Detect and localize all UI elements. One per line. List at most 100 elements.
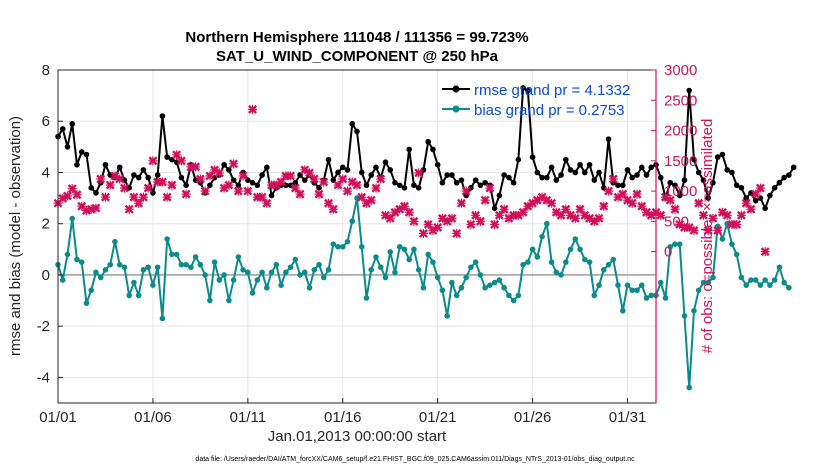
bias-point [558,272,564,278]
rmse-point [738,185,745,191]
chart-title-line2: SAT_U_WIND_COMPONENT @ 250 hPa [216,48,499,65]
rmse-point [710,179,716,186]
obs-marker [694,198,704,208]
rmse-point [69,120,76,127]
bias-point [211,259,218,265]
rmse-point [525,87,531,94]
obs-marker [418,228,428,238]
bias-point [406,256,413,263]
bias-point [116,261,123,268]
obs-marker [570,213,580,223]
data-file-footnote: data file: /Users/raeder/DAI/ATM_forcXX/… [195,456,635,463]
rmse-point [672,182,678,189]
obs-marker [352,180,362,190]
obs-marker [642,207,652,217]
obs-marker [433,222,443,232]
rmse-point [178,174,185,181]
bias-point [401,246,408,253]
bias-point [339,243,346,250]
bias-point [415,267,422,273]
rmse-point [116,164,123,171]
obs-marker [124,204,134,214]
bias-point [197,261,204,268]
rmse-point [301,177,308,183]
rmse-point [420,167,427,173]
rmse-point [596,169,602,176]
y-left-tick-label: 4 [42,164,50,181]
obs-marker [176,156,186,166]
rmse-point [767,192,773,199]
bias-point [420,284,427,291]
bias-point [240,267,246,273]
bias-point [629,287,636,294]
bias-point [757,282,764,288]
rmse-point [140,167,147,173]
y-right-ticks: 0 500 1000 1500 2000 2500 3000 [651,62,697,403]
bias-point [567,246,574,253]
bias-point [596,282,602,288]
bias-point [154,264,161,271]
rmse-point [781,174,787,181]
rmse-point [135,174,142,181]
bias-point [672,241,678,247]
rmse-point [382,159,389,166]
x-axis-label: Jan.01,2013 00:00:00 start [268,428,447,445]
rmse-point [154,172,161,178]
rmse-point [444,172,450,178]
bias-point [477,272,484,278]
bias-point [648,292,655,299]
bias-point [306,284,313,291]
y-right-tick-label: 500 [664,213,689,230]
bias-point [59,277,66,283]
bias-point [458,284,465,291]
rmse-point [93,190,99,196]
rmse-point [705,195,712,201]
bias-point [74,256,80,263]
rmse-point [719,151,726,158]
rmse-point [700,177,707,183]
rmse-point [373,164,379,171]
bias-point [667,243,674,250]
rmse-point [411,182,417,189]
bias-point [463,274,469,281]
bias-point [520,261,526,268]
rmse-point [159,113,166,119]
obs-marker [62,191,72,201]
rmse-point [434,161,441,168]
bias-point [278,282,284,288]
bias-point [301,269,308,276]
obs-marker [475,216,485,226]
bias-point [368,267,375,273]
obs-marker [456,198,466,208]
bias-point [501,284,507,291]
obs-marker [343,186,353,196]
bias-point [283,269,289,276]
bias-point [610,256,617,263]
y-axis-left-label: rmse and bias (model - observation) [7,116,24,356]
bias-point [325,267,332,273]
rmse-point [102,161,109,168]
bias-point [634,287,640,294]
obs-marker [551,207,561,217]
y-axis-right-label: # of obs: o=possible; ×=assimilated [699,119,716,354]
rmse-point [83,151,90,158]
rmse-point [78,149,85,155]
obs-marker [713,225,723,235]
bias-point [686,384,693,391]
bias-point [553,269,560,276]
bias-point [221,272,227,278]
bias-point [311,267,318,273]
bias-point [534,254,541,260]
bias-point [762,277,768,283]
bias-point [316,261,322,268]
bias-point [264,284,270,291]
obs-marker [732,219,742,229]
rmse-point [752,197,759,204]
rmse-point [553,177,560,183]
rmse-point [638,164,645,171]
bias-point [392,269,398,276]
bias-point [681,313,688,319]
obs-marker [627,198,637,208]
bias-point [335,243,341,250]
obs-marker [380,210,390,220]
